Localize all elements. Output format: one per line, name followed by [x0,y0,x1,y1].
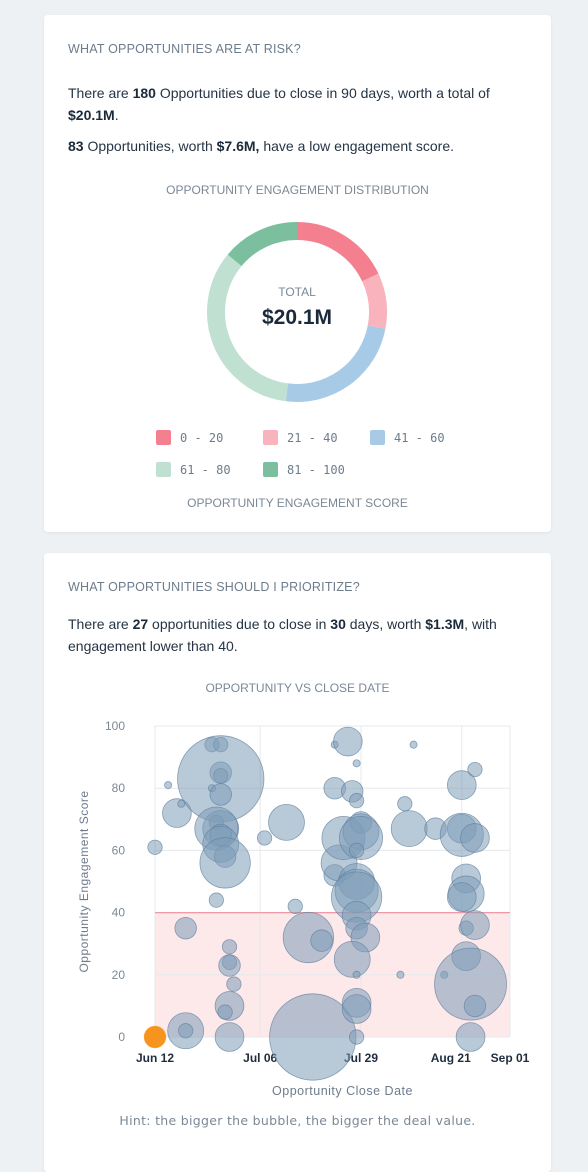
opportunity-bubble[interactable] [349,1029,365,1045]
x-tick-label: Jul 06 [243,1051,277,1065]
prioritize-card-title: WHAT OPPORTUNITIES SHOULD I PRIORITIZE? [68,580,360,594]
opportunity-bubble[interactable] [341,994,372,1024]
low-engagement-count: 83 [68,138,84,154]
legend-label: 81 - 100 [287,462,345,477]
legend-item[interactable]: 61 - 80 [156,462,263,477]
opportunity-bubble[interactable] [178,1023,194,1039]
risk-card: WHAT OPPORTUNITIES ARE AT RISK? There ar… [44,15,551,532]
legend-label: 41 - 60 [394,430,445,445]
y-tick-label: 20 [112,968,126,982]
prioritize-value: $1.3M [425,616,465,632]
legend-row: 0 - 20 21 - 40 41 - 60 [156,430,477,445]
opportunity-bubble[interactable] [467,761,483,778]
donut-slice-41-60[interactable] [285,325,386,402]
prioritize-days: 30 [330,616,346,632]
opportunity-bubble[interactable] [226,976,242,992]
opportunity-bubble[interactable] [396,970,405,979]
donut-legend-caption: OPPORTUNITY ENGAGEMENT SCORE [187,496,408,510]
opportunity-bubble[interactable] [352,970,361,979]
risk-summary-line1: There are 180 Opportunities due to close… [68,85,490,123]
opportunity-bubble[interactable] [455,1022,486,1052]
opportunity-bubble[interactable] [434,947,507,1021]
opportunity-bubble[interactable] [333,940,371,978]
opportunity-bubble[interactable] [409,740,418,749]
engagement-donut-chart: TOTAL $20.1M [207,222,387,402]
highlighted-opportunity-bubble[interactable] [143,1025,167,1049]
x-tick-label: Sep 01 [491,1051,530,1065]
legend-item[interactable]: 41 - 60 [370,430,477,445]
opportunity-bubble[interactable] [268,804,305,841]
y-axis-title: Opportunity Engagement Score [77,790,91,972]
legend-row: 61 - 80 81 - 100 [156,462,370,477]
opportunity-bubble[interactable] [218,954,241,977]
opportunity-bubble[interactable] [147,839,163,855]
legend-swatch [156,430,171,445]
legend-item[interactable]: 81 - 100 [263,462,370,477]
legend-swatch [263,462,278,477]
opportunity-bubble[interactable] [397,796,413,812]
opportunity-bubble[interactable] [199,837,251,889]
opportunity-bubble[interactable] [209,783,232,806]
risk-card-title: WHAT OPPORTUNITIES ARE AT RISK? [68,42,301,56]
opportunity-bubble[interactable] [446,882,477,912]
donut-center-label: TOTAL [278,285,316,299]
bubble-hint: Hint: the bigger the bubble, the bigger … [119,1113,476,1128]
legend-item[interactable]: 0 - 20 [156,430,263,445]
opportunity-bubble[interactable] [174,916,197,940]
legend-item[interactable]: 21 - 40 [263,430,370,445]
opportunity-bubble[interactable] [463,994,487,1018]
prioritize-summary: There are 27 opportunities due to close … [68,616,497,654]
y-tick-label: 100 [105,719,125,733]
x-tick-label: Aug 21 [431,1051,471,1065]
opportunity-bubble[interactable] [214,1022,245,1052]
donut-legend: 0 - 20 21 - 40 41 - 60 61 - 80 81 - 100 [156,430,456,486]
y-tick-label: 60 [112,843,126,857]
opportunity-bubble[interactable] [287,898,303,914]
opportunity-bubble[interactable] [221,939,238,955]
opportunity-bubble[interactable] [349,842,365,858]
donut-slice-0-20[interactable] [296,222,379,282]
legend-swatch [370,430,385,445]
risk-total: $20.1M [68,107,115,123]
legend-swatch [263,430,278,445]
x-tick-label: Jun 12 [136,1051,174,1065]
donut-chart-title: OPPORTUNITY ENGAGEMENT DISTRIBUTION [166,183,429,197]
prioritize-count: 27 [132,616,149,632]
legend-swatch [156,462,171,477]
scatter-chart-title: OPPORTUNITY VS CLOSE DATE [205,681,390,695]
x-axis-title: Opportunity Close Date [272,1084,413,1098]
y-tick-label: 0 [118,1030,125,1044]
opportunity-bubble[interactable] [164,781,173,790]
risk-count: 180 [132,85,156,101]
opportunity-bubble[interactable] [177,799,186,808]
opportunity-bubble[interactable] [217,1004,233,1020]
risk-summary-line2: 83 Opportunities, worth $7.6M, have a lo… [68,138,455,154]
opportunity-bubble[interactable] [349,793,365,809]
opportunity-bubble[interactable] [256,830,273,846]
opportunity-bubble[interactable] [390,810,428,848]
y-tick-label: 40 [112,906,126,920]
donut-slice-61-80[interactable] [207,254,289,402]
donut-center-value: $20.1M [262,306,332,329]
opportunity-bubble[interactable] [333,726,363,757]
opportunity-bubble[interactable] [460,823,490,853]
opportunity-bubble[interactable] [352,759,361,768]
donut-slice-21-40[interactable] [362,273,387,329]
legend-label: 61 - 80 [180,462,231,477]
opportunity-bubble[interactable] [446,770,477,800]
low-engagement-value: $7.6M, [216,138,260,154]
opportunity-bubble[interactable] [208,892,224,908]
prioritize-card: WHAT OPPORTUNITIES SHOULD I PRIORITIZE? … [44,553,551,1172]
legend-label: 0 - 20 [180,430,224,445]
donut-slice-81-100[interactable] [227,222,298,267]
opportunity-bubble[interactable] [460,910,490,940]
opportunity-bubble[interactable] [310,929,333,952]
legend-label: 21 - 40 [287,430,338,445]
y-tick-label: 80 [112,781,126,795]
